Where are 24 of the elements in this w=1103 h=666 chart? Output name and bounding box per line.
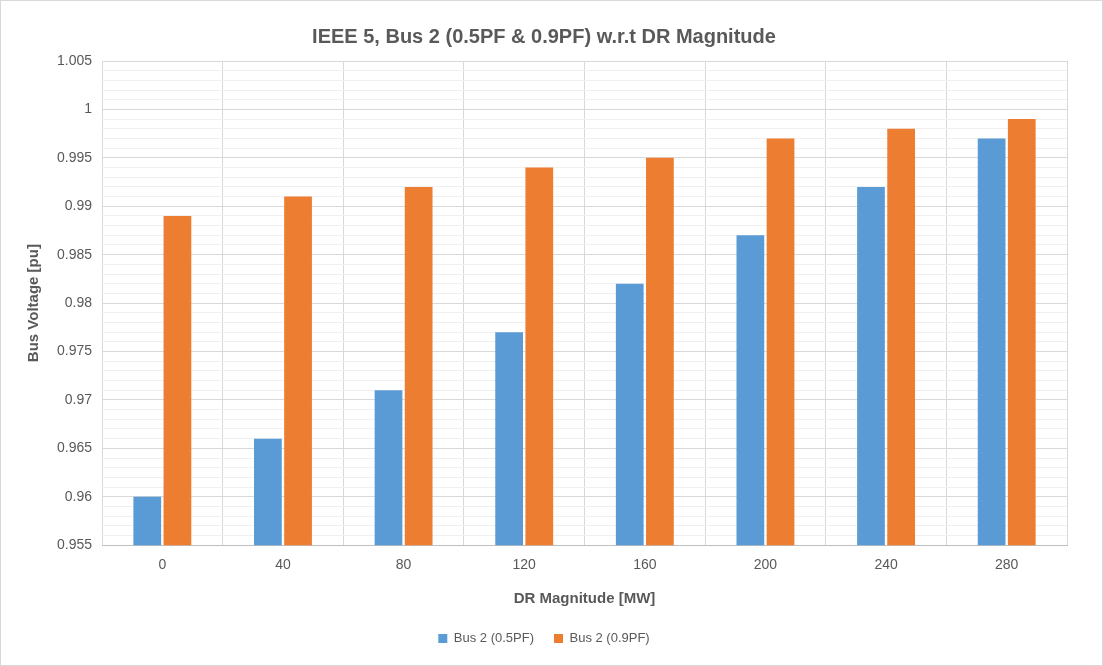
legend-label: Bus 2 (0.9PF) xyxy=(569,630,650,646)
y-tick-label: 0.99 xyxy=(64,197,93,214)
y-tick-label: 0.955 xyxy=(56,536,93,553)
x-tick-label: 40 xyxy=(275,556,291,573)
chart-title: IEEE 5, Bus 2 (0.5PF & 0.9PF) w.r.t DR Magnitude xyxy=(312,24,776,47)
y-tick-label: 0.995 xyxy=(56,148,93,165)
x-tick-label: 80 xyxy=(395,556,412,573)
x-tick-label: 120 xyxy=(512,556,537,573)
x-tick-label: 160 xyxy=(633,556,657,573)
y-tick-label: 1.005 xyxy=(56,51,93,68)
x-tick-label: 0 xyxy=(158,556,167,573)
x-axis-title: DR Magnitude [MW] xyxy=(513,589,656,607)
x-tick-label: 240 xyxy=(874,556,898,573)
y-tick-label: 0.965 xyxy=(56,439,93,456)
y-tick-label: 0.97 xyxy=(64,390,93,407)
y-tick-label: 0.98 xyxy=(64,293,93,310)
y-tick-label: 0.985 xyxy=(56,245,93,262)
x-tick-label: 280 xyxy=(995,556,1019,573)
y-tick-label: 0.975 xyxy=(56,342,93,359)
y-axis-title: Bus Voltage [pu] xyxy=(24,244,42,363)
legend-label: Bus 2 (0.5PF) xyxy=(453,630,535,646)
y-tick-label: 0.96 xyxy=(64,487,93,504)
x-tick-label: 200 xyxy=(753,556,778,573)
y-tick-label: 1 xyxy=(84,100,93,117)
